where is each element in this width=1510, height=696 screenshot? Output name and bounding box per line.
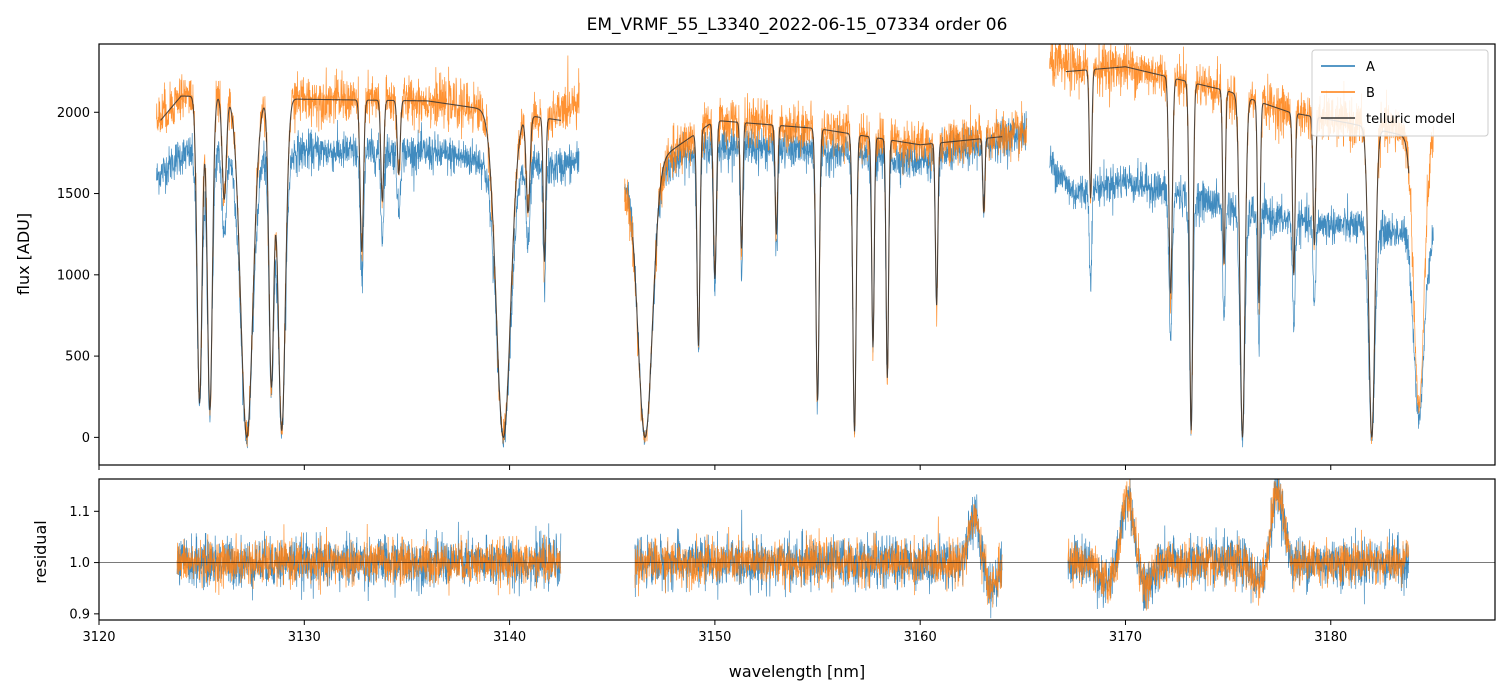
flux-series-A-segment-1 — [624, 111, 1028, 445]
residual-x-tick-label: 3170 — [1109, 630, 1142, 645]
residual-series-B-segment-1 — [634, 504, 1003, 608]
residual-x-tick-label: 3140 — [493, 630, 526, 645]
residual-y-ticks: 0.9 1.0 1.1 — [69, 505, 99, 622]
residual-axes-frame — [98, 478, 1496, 621]
residual-x-tick-label: 3150 — [698, 630, 731, 645]
flux-series-telluric-model-segment-0 — [160, 95, 561, 439]
flux-series-telluric-model-segment-1 — [632, 120, 1003, 439]
flux-series-B-segment-1 — [624, 93, 1028, 443]
flux-y-tick-label: 500 — [65, 350, 90, 365]
legend: A B telluric model — [1311, 49, 1489, 137]
residual-y-label: residual — [31, 520, 50, 583]
flux-y-tick-label: 1000 — [57, 268, 90, 283]
flux-y-tick-label: 2000 — [57, 106, 90, 121]
residual-x-ticks: 3120 3130 3140 3150 3160 3170 3180 — [82, 620, 1347, 645]
flux-panel: 0 500 1000 1500 2000 flux [ADU] A B telluric… — [14, 43, 1496, 470]
flux-y-ticks: 0 500 1000 1500 2000 — [57, 106, 99, 446]
residual-panel: 0.9 1.0 1.1 3120 3130 3140 3150 3160 3170 3180 r… — [31, 478, 1496, 681]
flux-axes-frame — [98, 43, 1496, 466]
flux-y-tick-label: 1500 — [57, 187, 90, 202]
flux-y-tick-label: 0 — [82, 431, 90, 446]
flux-x-ticks — [98, 465, 1332, 470]
residual-x-label: wavelength [nm] — [729, 662, 866, 681]
flux-y-label: flux [ADU] — [14, 213, 33, 295]
residual-x-tick-label: 3160 — [904, 630, 937, 645]
chart-title: EM_VRMF_55_L3340_2022-06-15_07334 order … — [587, 15, 1008, 35]
residual-series-B-segment-2 — [1067, 479, 1409, 611]
legend-label-a: A — [1366, 60, 1375, 75]
legend-box — [1311, 49, 1489, 137]
residual-x-tick-label: 3180 — [1314, 630, 1347, 645]
residual-series-A-segment-2 — [1067, 479, 1410, 611]
residual-y-tick-label: 1.1 — [69, 505, 90, 520]
residual-y-tick-label: 1.0 — [69, 556, 90, 571]
residual-series-group — [176, 479, 1410, 619]
flux-series-group — [156, 44, 1434, 449]
flux-series-A-segment-0 — [156, 119, 580, 449]
residual-series-B-segment-0 — [176, 523, 562, 596]
residual-x-tick-label: 3120 — [82, 630, 115, 645]
residual-x-tick-label: 3130 — [288, 630, 321, 645]
legend-label-telluric: telluric model — [1366, 112, 1455, 127]
residual-y-tick-label: 0.9 — [69, 607, 90, 622]
legend-label-b: B — [1366, 86, 1375, 101]
